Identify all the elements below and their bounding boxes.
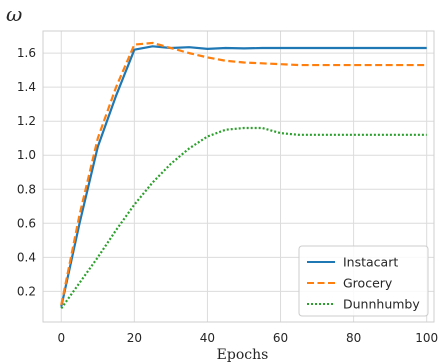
y-tick-label: 0.4 bbox=[17, 250, 36, 264]
series-line-grocery bbox=[60, 41, 427, 306]
x-axis-label: Epochs bbox=[217, 347, 269, 363]
y-tick-label: 1.4 bbox=[17, 80, 36, 94]
x-tick-label: 60 bbox=[273, 331, 288, 345]
legend-item-dunnhumby: Dunnhumby bbox=[307, 297, 420, 312]
plot-frame bbox=[42, 30, 435, 323]
x-tick-label: 100 bbox=[415, 331, 438, 345]
legend-box bbox=[298, 245, 429, 317]
y-tick-label: 1.0 bbox=[17, 148, 36, 162]
plot-border bbox=[42, 30, 435, 323]
y-tick-label: 0.6 bbox=[17, 216, 36, 230]
legend-item-grocery: Grocery bbox=[307, 276, 393, 291]
legend-label: Grocery bbox=[343, 276, 393, 291]
y-tick-label: 1.2 bbox=[17, 114, 36, 128]
legend-item-instacart: Instacart bbox=[307, 255, 398, 270]
series-line-instacart bbox=[60, 45, 427, 307]
y-tick-label: 1.6 bbox=[17, 46, 36, 60]
legend: Instacart Grocery Dunnhumby bbox=[298, 245, 429, 317]
x-tick-label: 0 bbox=[57, 331, 65, 345]
x-tick-label: 40 bbox=[200, 331, 215, 345]
y-tick-label: 0.8 bbox=[17, 182, 36, 196]
y-axis-label: ω bbox=[6, 2, 22, 26]
y-tick-label: 0.2 bbox=[17, 284, 36, 298]
series-line-dunnhumby bbox=[60, 126, 427, 310]
legend-label: Dunnhumby bbox=[343, 297, 420, 312]
series-group bbox=[60, 41, 427, 310]
grid bbox=[43, 31, 434, 322]
x-tick-label: 20 bbox=[127, 331, 142, 345]
x-tick-label: 80 bbox=[346, 331, 361, 345]
legend-label: Instacart bbox=[343, 255, 398, 270]
tick-labels: 0 20 40 60 80 100 0.2 0.4 0.6 0.8 1.0 1.2 1.4 1.6 bbox=[17, 46, 438, 345]
